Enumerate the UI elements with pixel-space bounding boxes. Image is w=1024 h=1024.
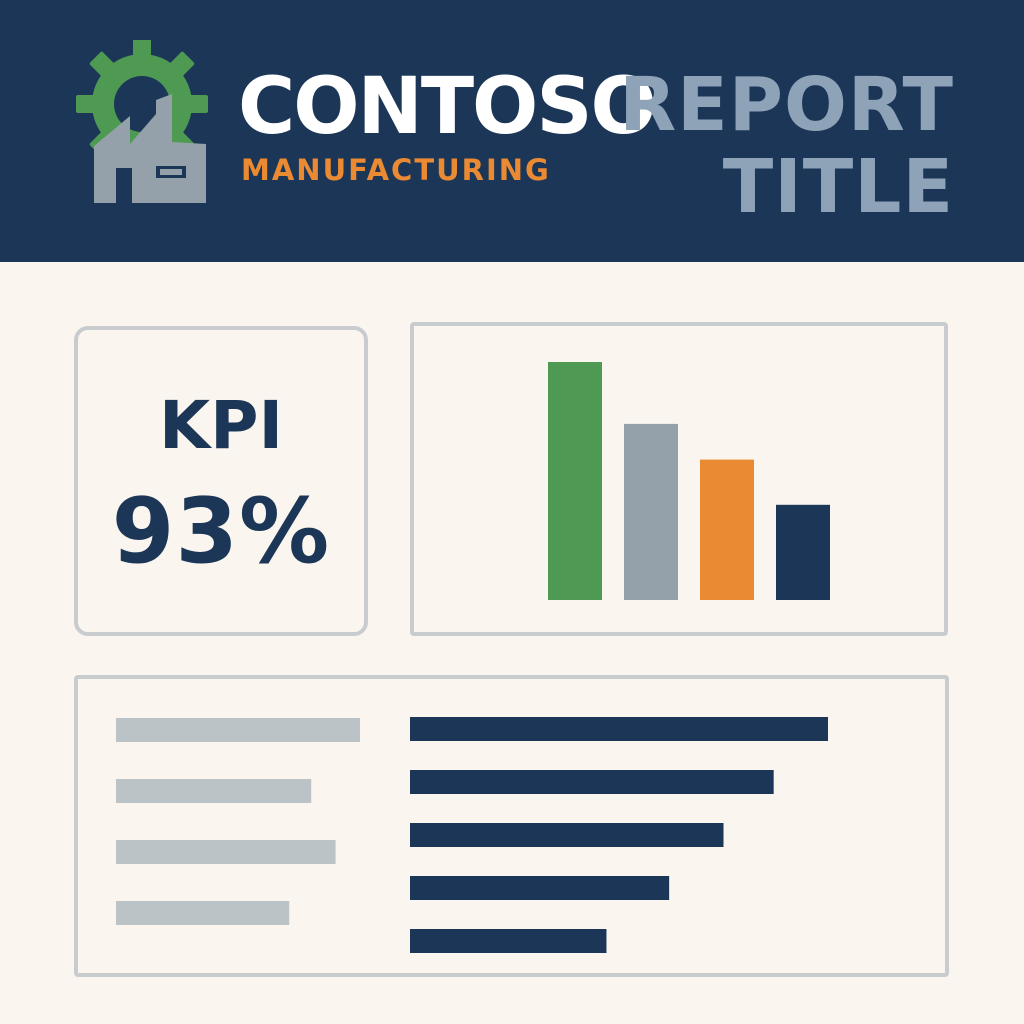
bar-list-card xyxy=(74,675,949,977)
bar-list xyxy=(116,717,828,953)
brand-subtitle: MANUFACTURING xyxy=(241,153,551,187)
horizontal-bar xyxy=(410,929,607,953)
kpi-value: 93% xyxy=(111,479,331,584)
report-title: REPORT TITLE xyxy=(619,62,954,230)
row-label-placeholder xyxy=(116,779,312,803)
chart-bar xyxy=(548,362,602,600)
chart-bar xyxy=(700,459,754,600)
kpi-label: KPI xyxy=(158,387,284,464)
row-label-placeholder xyxy=(116,840,336,864)
report-header: CONTOSO MANUFACTURING REPORT TITLE xyxy=(0,0,1024,262)
brand-name: CONTOSO xyxy=(238,62,657,152)
horizontal-bar xyxy=(410,717,828,741)
kpi-card: KPI 93% xyxy=(74,326,368,636)
row-label-placeholder xyxy=(116,901,290,925)
bar-chart xyxy=(548,362,830,600)
chart-bar xyxy=(776,504,830,600)
horizontal-bar xyxy=(410,770,774,794)
gear-factory-icon xyxy=(76,40,208,203)
bar-chart-card xyxy=(410,322,948,636)
horizontal-bar xyxy=(410,876,670,900)
row-label-placeholder xyxy=(116,718,360,742)
horizontal-bar xyxy=(410,823,724,847)
chart-bar xyxy=(624,423,678,600)
